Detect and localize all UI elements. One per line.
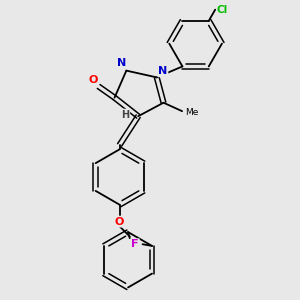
Text: N: N <box>158 66 167 76</box>
Text: O: O <box>115 217 124 226</box>
Text: Cl: Cl <box>217 5 228 15</box>
Text: F: F <box>131 239 139 249</box>
Text: Me: Me <box>185 108 199 117</box>
Text: O: O <box>88 75 98 85</box>
Text: H: H <box>121 110 129 119</box>
Text: N: N <box>117 58 127 68</box>
